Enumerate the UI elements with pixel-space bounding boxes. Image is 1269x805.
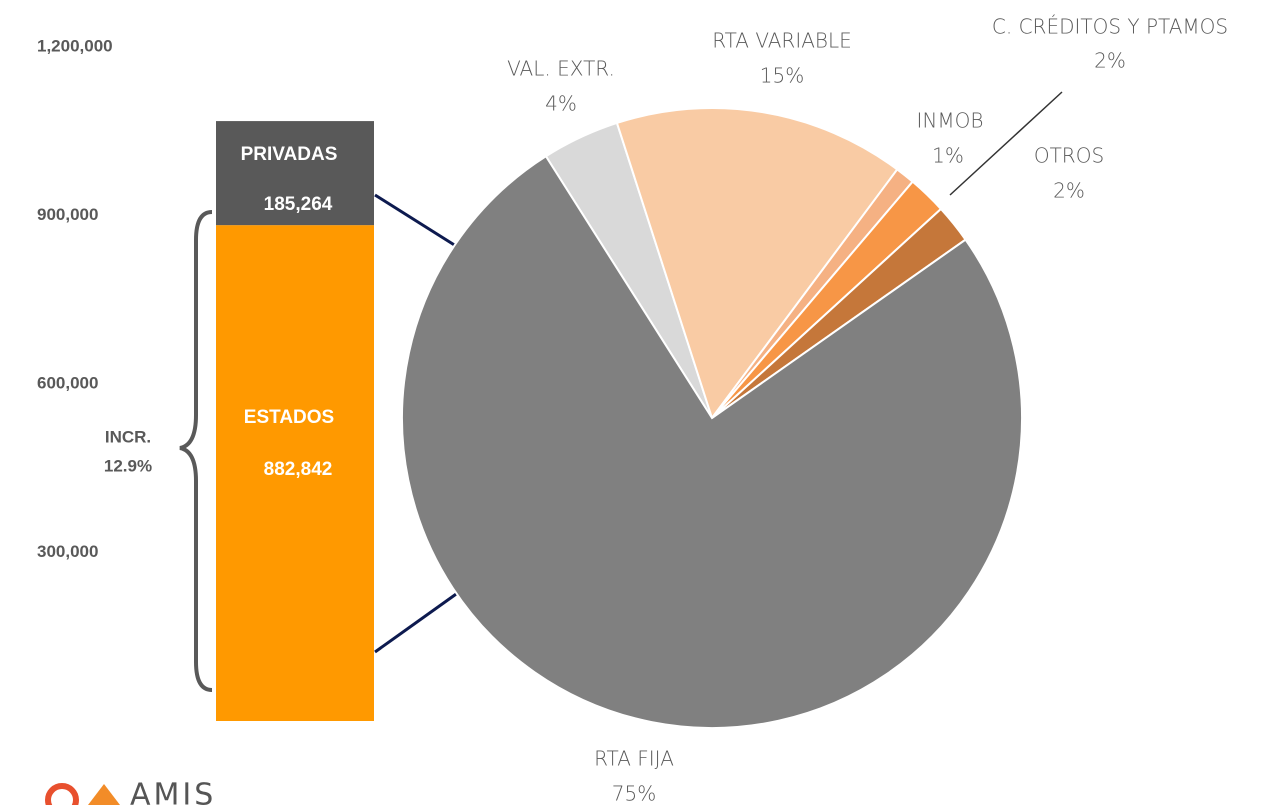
pie-slice bbox=[615, 107, 899, 421]
value-label: 882,842 bbox=[264, 459, 333, 480]
connector bbox=[374, 590, 460, 654]
annotation: 12.9% bbox=[104, 456, 152, 475]
y-tick-label: 900,000 bbox=[37, 205, 98, 224]
value-label: 185,264 bbox=[264, 194, 333, 215]
bar-segment bbox=[216, 121, 374, 226]
brace bbox=[179, 210, 213, 692]
slice-value: 75% bbox=[612, 782, 656, 805]
bar-segment bbox=[216, 225, 374, 721]
y-tick-label: 1,200,000 bbox=[37, 36, 113, 55]
slice-value: 4% bbox=[545, 92, 577, 116]
slice-label: C. CRÉDITOS Y PTAMOS bbox=[992, 15, 1228, 39]
slice-value: 2% bbox=[1094, 49, 1126, 73]
series-label: ESTADOS bbox=[244, 407, 334, 428]
logo: AMIS bbox=[45, 778, 216, 805]
slice-value: 15% bbox=[760, 64, 804, 88]
slice-label: INMOB bbox=[917, 109, 984, 133]
slice-value: 2% bbox=[1053, 179, 1085, 203]
annotation: INCR. bbox=[105, 427, 151, 446]
logo-text: AMIS bbox=[130, 778, 216, 805]
connector bbox=[374, 193, 457, 248]
slice-label: RTA FIJA bbox=[594, 747, 674, 771]
slice-label: VAL. EXTR. bbox=[507, 57, 615, 81]
slice-label: OTROS bbox=[1034, 144, 1104, 168]
leader-line bbox=[949, 91, 1063, 196]
y-tick-label: 600,000 bbox=[37, 373, 98, 392]
logo-icon bbox=[88, 784, 120, 805]
series-label: PRIVADAS bbox=[241, 144, 338, 165]
slice-label: RTA VARIABLE bbox=[712, 29, 852, 53]
slice-value: 1% bbox=[932, 144, 964, 168]
y-tick-label: 300,000 bbox=[37, 542, 98, 561]
pie-slice bbox=[401, 154, 1023, 729]
logo-icon bbox=[45, 783, 79, 805]
